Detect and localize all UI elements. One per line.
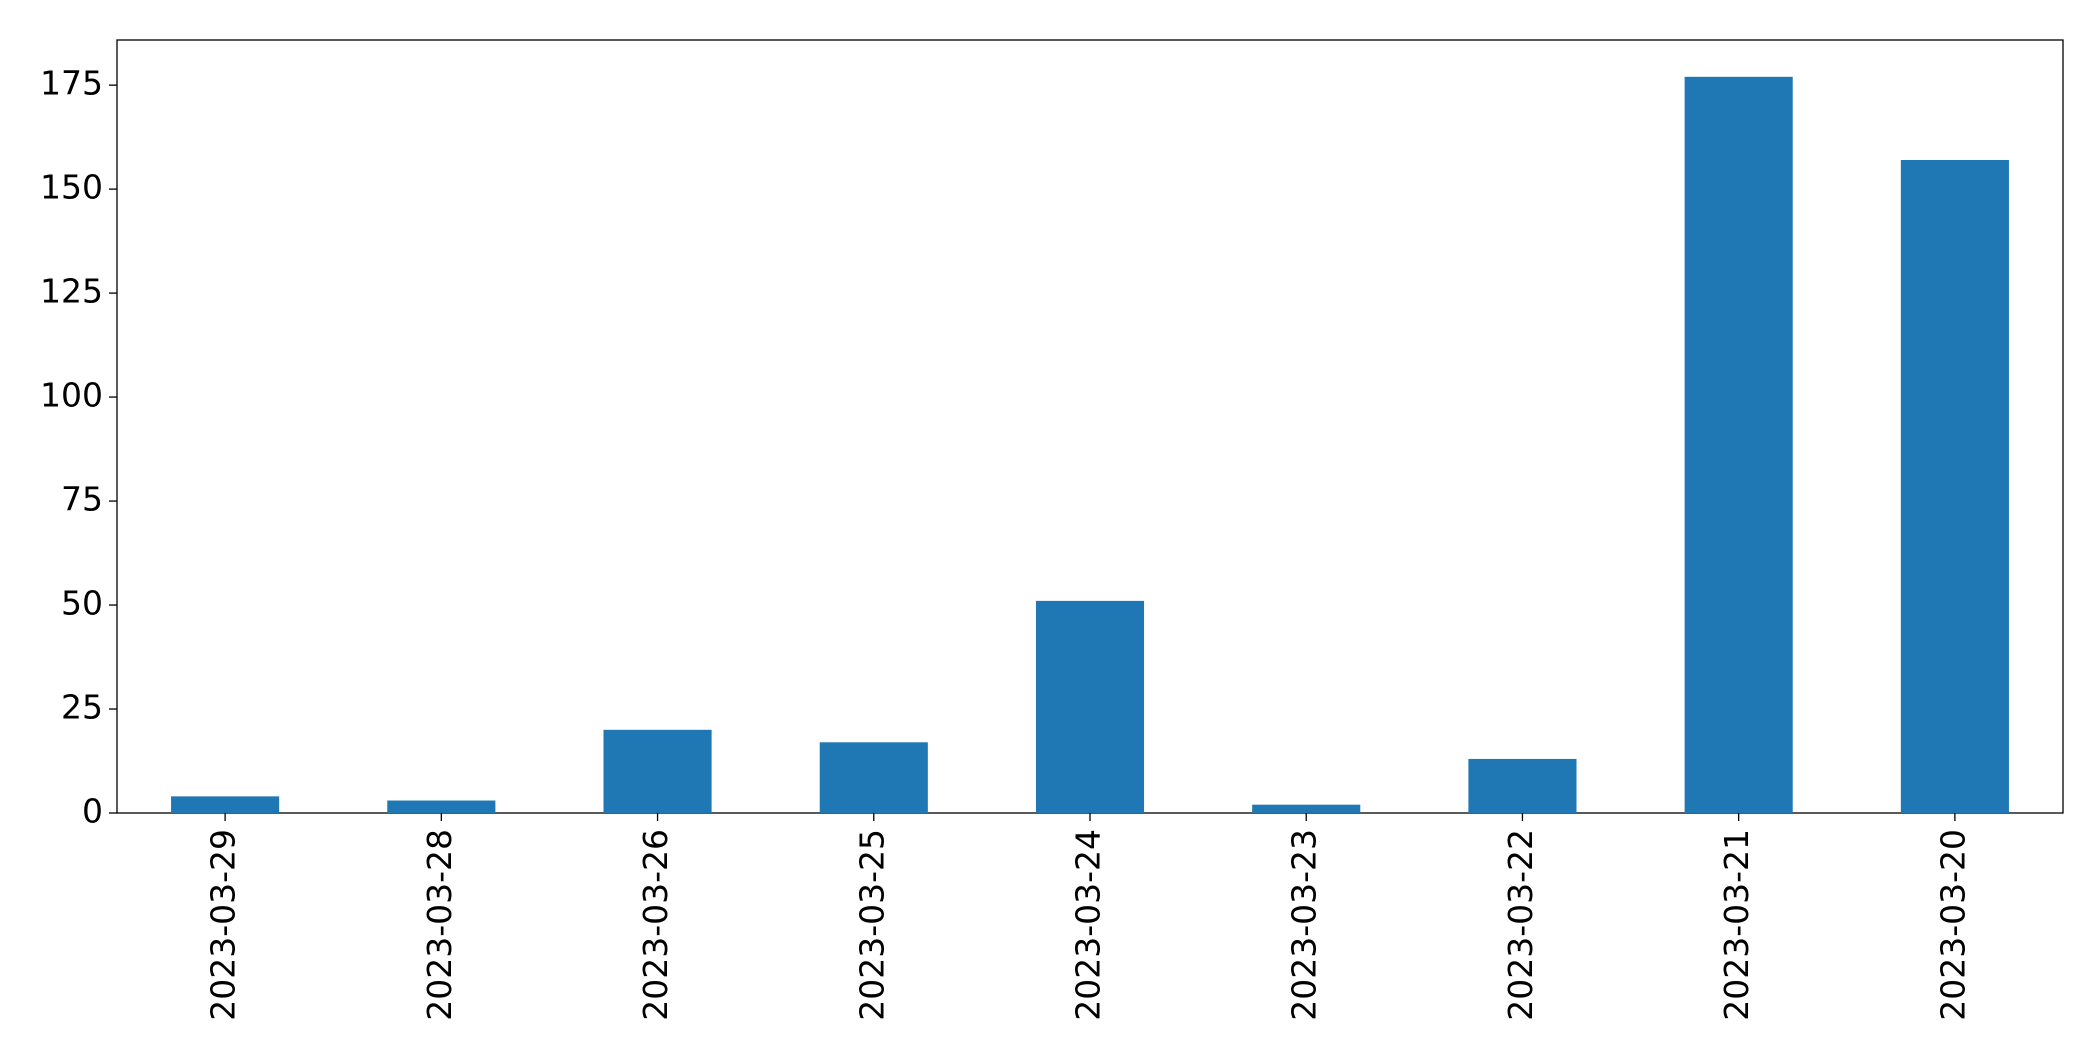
x-tick-label: 2023-03-28 <box>420 829 459 1021</box>
bar <box>819 742 928 813</box>
x-tick-label: 2023-03-24 <box>1069 829 1108 1021</box>
bar <box>1900 159 2009 814</box>
y-tick-label: 50 <box>61 584 103 623</box>
y-tick-label: 0 <box>82 792 103 831</box>
y-tick-label: 150 <box>40 168 103 207</box>
bar <box>387 800 496 813</box>
y-tick-label: 75 <box>61 480 103 519</box>
x-tick-label: 2023-03-20 <box>1933 829 1972 1021</box>
y-tick-label: 100 <box>40 376 103 415</box>
x-tick-label: 2023-03-26 <box>636 829 675 1021</box>
bar <box>1252 804 1361 813</box>
x-tick-label: 2023-03-29 <box>204 829 243 1021</box>
x-tick-label: 2023-03-22 <box>1501 829 1540 1021</box>
x-tick-label: 2023-03-23 <box>1285 829 1324 1021</box>
y-tick-label: 175 <box>40 64 103 103</box>
x-tick-label: 2023-03-21 <box>1717 829 1756 1021</box>
y-tick-label: 125 <box>40 272 103 311</box>
bar <box>1035 600 1145 813</box>
bar <box>171 796 280 813</box>
bar <box>1468 758 1577 813</box>
y-tick-label: 25 <box>61 688 103 727</box>
bar <box>1684 76 1793 814</box>
bar <box>603 729 712 813</box>
x-tick-label: 2023-03-25 <box>852 829 891 1021</box>
